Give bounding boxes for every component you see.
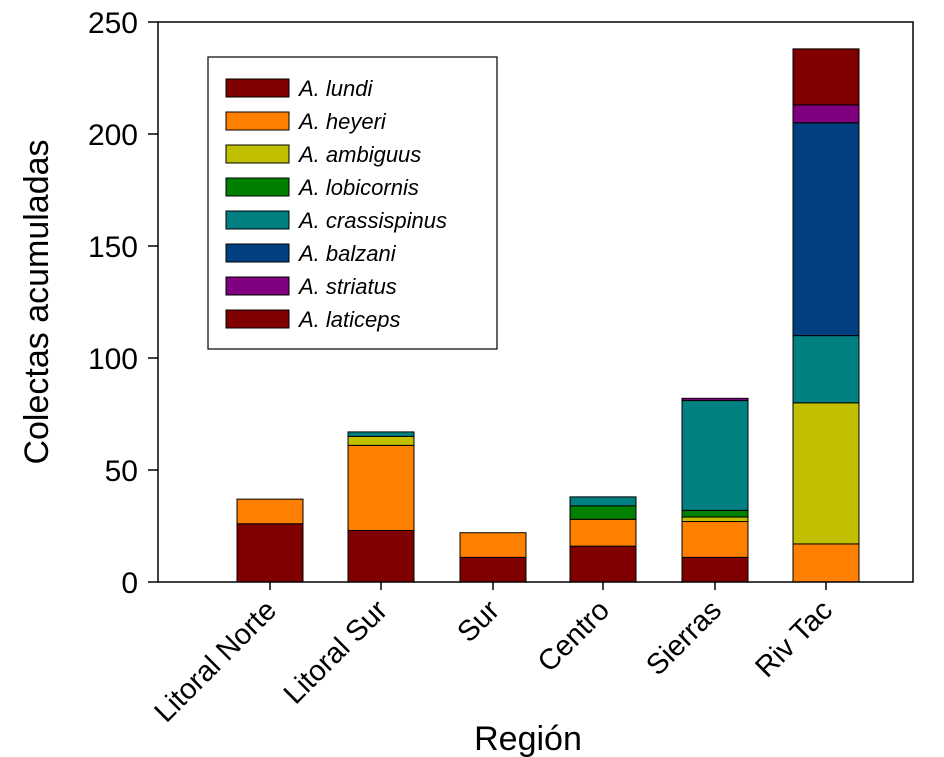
x-tick-label: Sierras xyxy=(640,594,728,682)
legend-label: A. balzani xyxy=(297,241,397,266)
y-tick-label: 100 xyxy=(88,343,138,376)
bar-segment xyxy=(792,104,860,124)
bar-segment xyxy=(347,431,415,437)
x-tick-label: Litoral Sur xyxy=(278,594,394,710)
x-axis-title: Región xyxy=(474,720,582,757)
legend-swatch xyxy=(225,210,290,230)
bar-segment xyxy=(792,48,860,106)
bars-layer xyxy=(236,48,860,583)
bar-segment xyxy=(681,509,749,518)
legend-label: A. lobicornis xyxy=(297,175,419,200)
bar-segment xyxy=(569,545,637,583)
legend-label: A. ambiguus xyxy=(297,142,421,167)
y-axis-title: Colectas acumuladas xyxy=(18,139,56,464)
legend-swatch xyxy=(225,243,290,263)
bar-segment xyxy=(236,498,304,525)
y-tick-label: 150 xyxy=(88,231,138,264)
y-tick-label: 200 xyxy=(88,119,138,152)
legend-label: A. heyeri xyxy=(297,109,387,134)
y-tick-label: 250 xyxy=(88,7,138,40)
bar-segment xyxy=(347,444,415,531)
bar-segment xyxy=(459,532,527,558)
bar-segment xyxy=(681,556,749,583)
x-tick-label: Sur xyxy=(451,594,506,649)
legend-swatch xyxy=(225,78,290,98)
y-tick-label: 50 xyxy=(105,455,138,488)
bar-segment xyxy=(681,400,749,511)
bar-segment xyxy=(681,516,749,523)
bar-segment xyxy=(792,402,860,545)
y-axis: 0 50 100 150 200 250 xyxy=(88,7,158,600)
legend-label: A. laticeps xyxy=(297,307,401,332)
legend-swatch xyxy=(225,111,290,131)
legend-swatch xyxy=(225,144,290,164)
bar-segment xyxy=(569,496,637,507)
y-tick-label: 0 xyxy=(121,567,138,600)
bar-segment xyxy=(792,335,860,404)
bar-segment xyxy=(569,518,637,547)
bar-segment xyxy=(236,523,304,583)
bar-segment xyxy=(681,521,749,558)
x-tick-label: Riv Tac xyxy=(749,594,838,683)
bar-segment xyxy=(792,122,860,337)
bar-segment xyxy=(347,529,415,583)
legend-swatch xyxy=(225,309,290,329)
x-tick-label: Litoral Norte xyxy=(149,594,283,728)
bar-segment xyxy=(569,505,637,520)
legend-label: A. crassispinus xyxy=(297,208,447,233)
x-tick-label: Centro xyxy=(532,594,616,678)
legend-swatch xyxy=(225,276,290,296)
legend-swatch xyxy=(225,177,290,197)
legend-label: A. striatus xyxy=(297,274,397,299)
bar-segment xyxy=(681,397,749,402)
legend-label: A. lundi xyxy=(297,76,373,101)
legend-box xyxy=(207,56,498,350)
bar-segment xyxy=(792,543,860,583)
bar-segment xyxy=(459,556,527,583)
plot-frame xyxy=(157,21,914,583)
bar-segment xyxy=(347,435,415,446)
legend: A. lundi A. heyeri A. ambiguus A. lobicorni… xyxy=(207,56,498,350)
